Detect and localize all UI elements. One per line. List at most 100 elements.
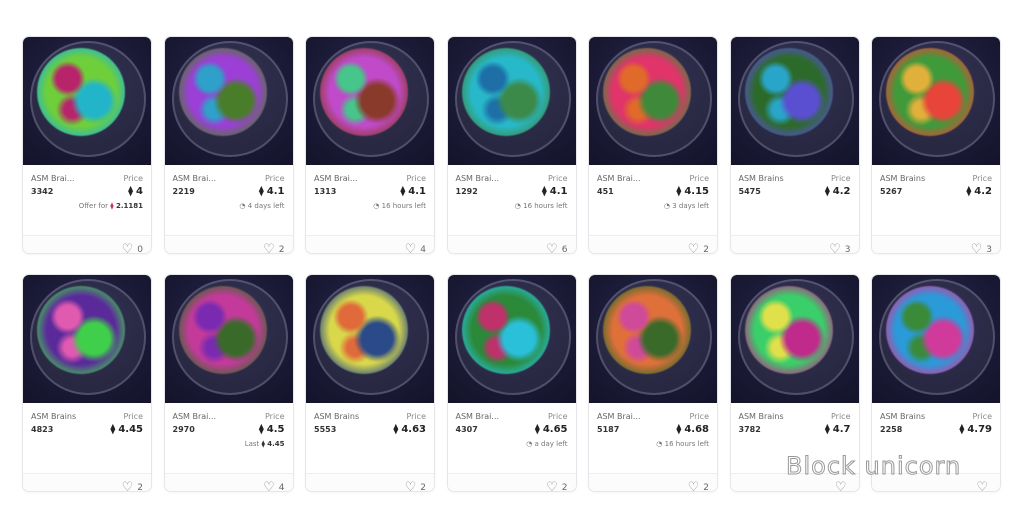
sub-price-value: 2.1181 [115, 202, 143, 210]
card-footer: ♡ 2 [589, 235, 717, 254]
collection-name[interactable]: ASM Brai... [172, 174, 217, 183]
token-id: 2258 [880, 425, 903, 434]
collection-name[interactable]: ASM Brains [314, 412, 360, 421]
like-button[interactable]: ♡ 3 [970, 242, 992, 254]
time-left: ◔ 3 days left [664, 202, 709, 210]
like-count: 4 [278, 482, 285, 492]
price: ⧫ 4.1 [542, 186, 568, 197]
collection-name[interactable]: ASM Brai... [455, 174, 500, 183]
heart-icon[interactable]: ♡ [121, 242, 134, 254]
nft-card[interactable]: ASM Brai... 1292 Price ⧫ 4.1 ◔ 16 hours left ♡… [446, 36, 577, 254]
sub-price-value: 4.45 [267, 440, 285, 448]
heart-icon[interactable]: ♡ [404, 242, 417, 254]
like-button[interactable]: ♡ 2 [687, 480, 709, 492]
nft-image[interactable] [306, 275, 434, 403]
token-id: 5267 [880, 187, 903, 196]
collection-name[interactable]: ASM Brai... [597, 174, 641, 183]
nft-card[interactable]: ASM Brains 4823 Price ⧫ 4.45 ♡ 2 [22, 274, 152, 492]
brain-artwork [603, 48, 691, 136]
like-button[interactable]: ♡ 3 [829, 242, 850, 254]
heart-icon[interactable]: ♡ [546, 480, 558, 492]
price: ⧫ 4.2 [966, 186, 992, 197]
collection-name[interactable]: ASM Brains [738, 174, 784, 183]
collection-name[interactable]: ASM Brains [880, 174, 926, 183]
nft-card[interactable]: ASM Brains 3782 Price ⧫ 4.7 ♡ [729, 274, 860, 492]
token-id: 5553 [314, 425, 337, 434]
card-info: ASM Brai... 4307 Price ⧫ 4.65 ◔ a day left [448, 403, 576, 473]
token-id: 2970 [172, 425, 195, 434]
heart-icon[interactable]: ♡ [546, 242, 558, 254]
nft-image[interactable] [447, 275, 576, 403]
nft-image[interactable] [164, 275, 293, 403]
like-count: 3 [986, 244, 992, 254]
nft-card[interactable]: ASM Brai... 1313 Price ⧫ 4.1 ◔ 16 hours left ♡… [305, 36, 435, 254]
nft-card[interactable]: ASM Brains 5267 Price ⧫ 4.2 ♡ 3 [871, 36, 1001, 254]
collection-name[interactable]: ASM Brai... [31, 174, 75, 183]
collection-name[interactable]: ASM Brains [738, 412, 784, 421]
card-footer: ♡ [730, 473, 859, 492]
clock-icon: ◔ [526, 440, 535, 448]
heart-icon[interactable]: ♡ [263, 242, 275, 254]
like-count: 2 [703, 482, 709, 492]
like-button[interactable]: ♡ 2 [546, 480, 567, 492]
heart-icon[interactable]: ♡ [970, 242, 983, 254]
heart-icon[interactable]: ♡ [976, 480, 988, 492]
nft-image[interactable] [23, 275, 151, 403]
like-button[interactable]: ♡ 4 [404, 242, 426, 254]
heart-icon[interactable]: ♡ [263, 480, 275, 492]
brain-artwork [461, 286, 550, 374]
collection-name[interactable]: ASM Brai... [597, 412, 641, 421]
like-button[interactable]: ♡ 0 [121, 242, 143, 254]
heart-icon[interactable]: ♡ [687, 242, 700, 254]
brain-artwork [178, 286, 267, 374]
nft-image[interactable] [872, 275, 1000, 403]
nft-card[interactable]: ASM Brai... 2219 Price ⧫ 4.1 ◔ 4 days left ♡ 2 [163, 36, 294, 254]
time-left-text: 16 hours left [381, 202, 426, 210]
heart-icon[interactable]: ♡ [834, 480, 847, 492]
like-button[interactable]: ♡ [834, 480, 851, 492]
heart-icon[interactable]: ♡ [404, 480, 417, 492]
card-info: ASM Brains 5267 Price ⧫ 4.2 [872, 165, 1000, 235]
like-button[interactable]: ♡ 2 [121, 480, 143, 492]
collection-name[interactable]: ASM Brai... [172, 412, 217, 421]
like-button[interactable]: ♡ [976, 480, 992, 492]
nft-image[interactable] [164, 37, 293, 165]
nft-image[interactable] [447, 37, 576, 165]
nft-image[interactable] [589, 37, 717, 165]
collection-name[interactable]: ASM Brai... [455, 412, 500, 421]
token-id: 3782 [738, 425, 761, 434]
nft-card[interactable]: ASM Brains 5553 Price ⧫ 4.63 ♡ 2 [305, 274, 435, 492]
like-button[interactable]: ♡ 4 [263, 480, 285, 492]
heart-icon[interactable]: ♡ [829, 242, 841, 254]
nft-card[interactable]: ASM Brai... 3342 Price ⧫ 4 Offer for ⧫ 2.1181… [22, 36, 152, 254]
heart-icon[interactable]: ♡ [121, 480, 134, 492]
like-button[interactable]: ♡ 2 [263, 242, 284, 254]
nft-image[interactable] [730, 37, 859, 165]
nft-card[interactable]: ASM Brai... 5187 Price ⧫ 4.68 ◔ 16 hours left… [588, 274, 718, 492]
ethereum-icon: ⧫ [676, 424, 682, 435]
nft-card[interactable]: ASM Brains 2258 Price ⧫ 4.79 ♡ [871, 274, 1001, 492]
nft-image[interactable] [589, 275, 717, 403]
like-count: 6 [561, 244, 568, 254]
like-button[interactable]: ♡ 6 [546, 242, 568, 254]
like-count: 2 [420, 482, 426, 492]
price-value: 4 [136, 186, 143, 197]
price-value: 4.15 [684, 186, 709, 197]
collection-name[interactable]: ASM Brai... [314, 174, 358, 183]
nft-image[interactable] [306, 37, 434, 165]
collection-name[interactable]: ASM Brains [880, 412, 926, 421]
nft-image[interactable] [730, 275, 859, 403]
nft-image[interactable] [23, 37, 151, 165]
sub-price-label: Offer for [78, 202, 109, 210]
time-left: ◔ 16 hours left [515, 202, 568, 210]
time-left-text: a day left [534, 440, 568, 448]
like-button[interactable]: ♡ 2 [687, 242, 709, 254]
nft-card[interactable]: ASM Brai... 451 Price ⧫ 4.15 ◔ 3 days left ♡ 2 [588, 36, 718, 254]
nft-image[interactable] [872, 37, 1000, 165]
nft-card[interactable]: ASM Brains 5475 Price ⧫ 4.2 ♡ 3 [729, 36, 860, 254]
nft-card[interactable]: ASM Brai... 4307 Price ⧫ 4.65 ◔ a day left ♡ 2 [446, 274, 577, 492]
collection-name[interactable]: ASM Brains [31, 412, 77, 421]
heart-icon[interactable]: ♡ [687, 480, 700, 492]
nft-card[interactable]: ASM Brai... 2970 Price ⧫ 4.5 Last ⧫ 4.45 ♡ 4 [163, 274, 294, 492]
like-button[interactable]: ♡ 2 [404, 480, 426, 492]
